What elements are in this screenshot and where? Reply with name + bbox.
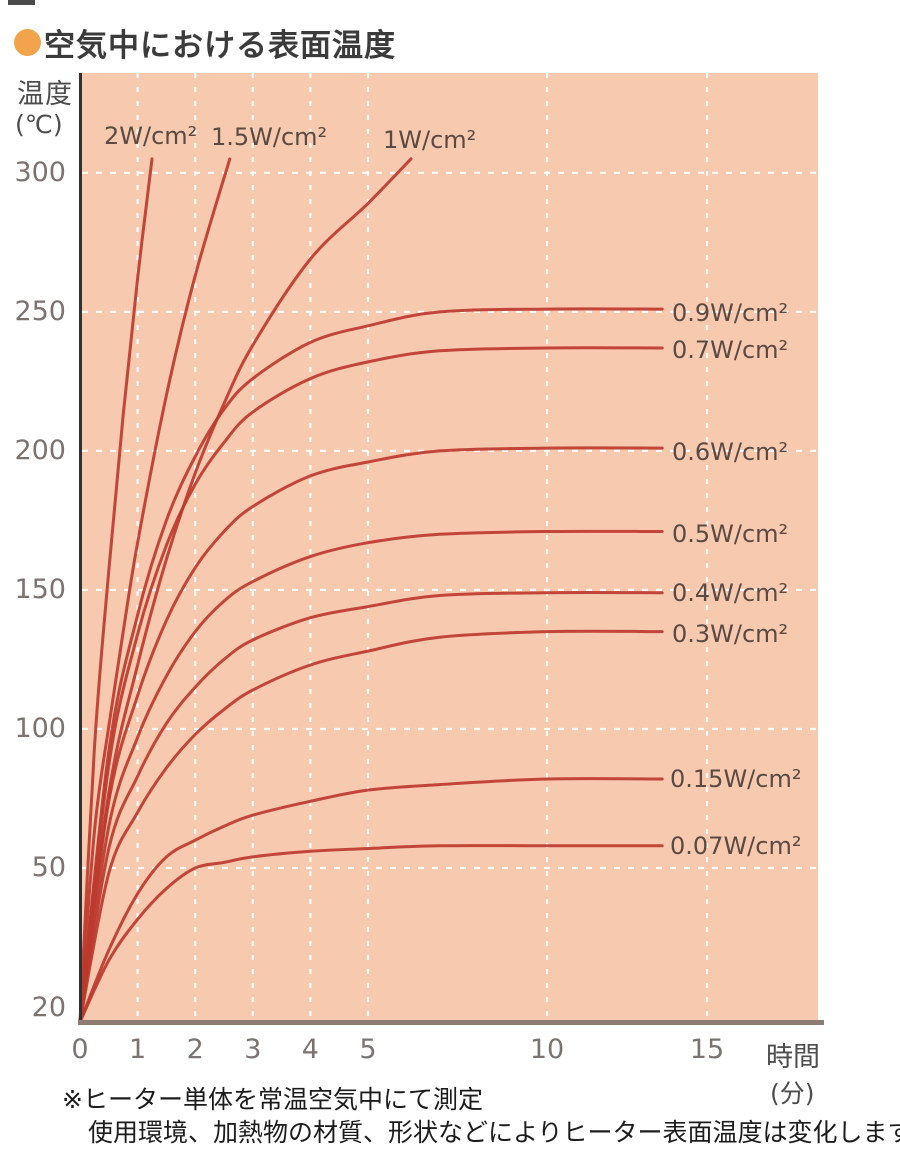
curve-label-0.15: 0.15W/cm² — [670, 765, 802, 793]
curve-1 — [78, 157, 413, 1024]
x-tick-5: 5 — [359, 1034, 377, 1065]
plot-area — [80, 73, 818, 1022]
x-axis-title: 時間 — [766, 1042, 820, 1073]
x-tick-1: 1 — [129, 1034, 147, 1065]
curve-0.4 — [78, 590, 664, 1024]
curve-2 — [78, 157, 154, 1024]
footnote-measurement: ※ヒーター単体を常温空気中にて測定 — [62, 1085, 483, 1114]
y-tick-100: 100 — [14, 712, 66, 744]
curve-label-1.5: 1.5W/cm² — [211, 123, 328, 151]
curve-label-0.9: 0.9W/cm² — [672, 299, 789, 327]
crop-artifact-line — [8, 0, 35, 5]
x-axis-unit: (分) — [770, 1079, 815, 1108]
curve-0.5 — [78, 529, 664, 1024]
x-tick-0: 0 — [71, 1034, 89, 1065]
chart-header: 空気中における表面温度 — [14, 20, 396, 65]
curve-label-0.4: 0.4W/cm² — [672, 579, 789, 607]
y-axis-line — [79, 73, 82, 1022]
curve-0.07 — [78, 844, 664, 1024]
x-tick-2: 2 — [186, 1034, 204, 1065]
curve-label-1: 1W/cm² — [383, 126, 477, 154]
x-tick-10: 10 — [529, 1034, 565, 1065]
y-tick-150: 150 — [14, 573, 66, 605]
curve-label-0.07: 0.07W/cm² — [670, 832, 802, 860]
bullet-icon — [14, 29, 41, 56]
x-axis-line — [78, 1020, 824, 1025]
y-tick-20: 20 — [31, 992, 66, 1023]
y-axis-title: 温度 — [17, 79, 73, 110]
page-title: 空気中における表面温度 — [44, 28, 396, 64]
x-tick-4: 4 — [301, 1034, 319, 1065]
curve-0.7 — [78, 346, 664, 1024]
y-tick-300: 300 — [14, 156, 66, 188]
curve-label-0.7: 0.7W/cm² — [672, 336, 789, 364]
footnote-disclaimer: 使用環境、加熱物の材質、形状などによりヒーター表面温度は変化します。 — [88, 1118, 900, 1147]
curve-0.3 — [78, 629, 664, 1024]
curve-label-0.5: 0.5W/cm² — [672, 520, 789, 548]
x-tick-3: 3 — [244, 1034, 262, 1065]
y-axis-unit: (℃) — [15, 110, 63, 139]
y-tick-250: 250 — [14, 295, 66, 327]
curve-label-0.6: 0.6W/cm² — [672, 438, 789, 466]
curve-1.5 — [78, 157, 232, 1024]
x-tick-15: 15 — [689, 1034, 725, 1065]
curve-0.9 — [78, 307, 664, 1024]
y-tick-200: 200 — [14, 434, 66, 466]
y-tick-50: 50 — [31, 852, 66, 883]
curve-label-0.3: 0.3W/cm² — [672, 620, 789, 648]
curve-0.6 — [78, 446, 664, 1024]
curve-0.15 — [78, 777, 664, 1024]
curve-label-2: 2W/cm² — [104, 122, 198, 150]
